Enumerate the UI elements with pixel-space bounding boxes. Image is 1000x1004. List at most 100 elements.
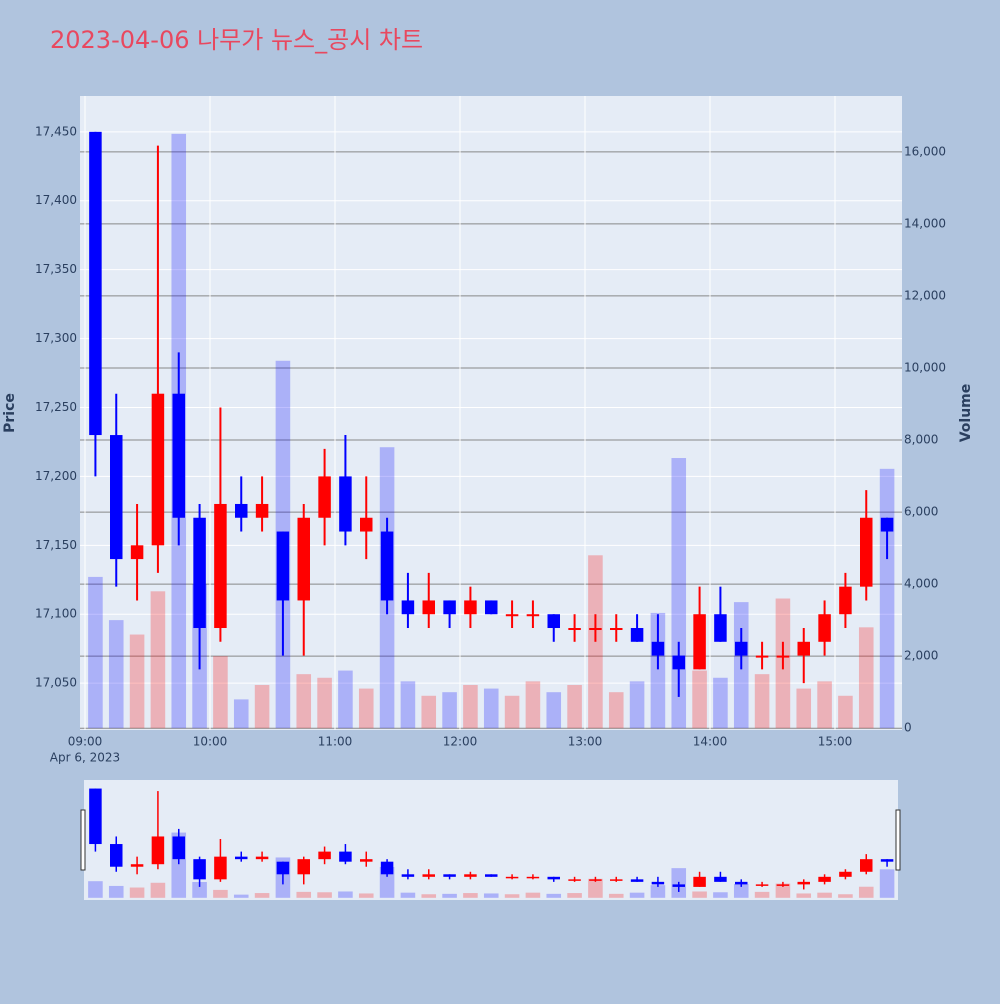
slider-volume-bar bbox=[838, 894, 853, 898]
candle-body bbox=[255, 503, 269, 518]
slider-candle-body bbox=[443, 874, 456, 877]
range-handle[interactable] bbox=[895, 809, 901, 871]
slider-volume-bar bbox=[608, 893, 624, 898]
slider-candle-body bbox=[589, 879, 602, 881]
candle-body bbox=[568, 628, 581, 631]
slider-volume-bar bbox=[713, 892, 728, 898]
slider-candle-body bbox=[485, 874, 498, 877]
volume-bar bbox=[504, 695, 520, 729]
candle-body bbox=[714, 614, 727, 642]
slider-volume-bar bbox=[254, 893, 270, 898]
slider-candle-body bbox=[860, 859, 873, 872]
x-tick-label: 14:00 bbox=[693, 735, 728, 749]
volume-bar bbox=[629, 681, 645, 729]
slider-volume-bar bbox=[379, 866, 395, 898]
slider-candle-body bbox=[672, 884, 685, 887]
slider-candle-body bbox=[776, 884, 790, 886]
slider-volume-bar bbox=[525, 892, 541, 898]
slider-volume-bar bbox=[129, 887, 145, 898]
slider-volume-bar bbox=[400, 892, 416, 898]
volume-bar bbox=[463, 684, 478, 729]
slider-volume-bar bbox=[504, 894, 520, 898]
candle-body bbox=[880, 517, 894, 532]
candle-body bbox=[589, 628, 602, 631]
slider-candle-body bbox=[380, 861, 394, 875]
slider-volume-bar bbox=[108, 885, 124, 898]
slider-candle-body bbox=[172, 836, 185, 860]
volume-bar bbox=[858, 627, 874, 729]
slider-volume-bar bbox=[150, 882, 166, 898]
volume-bar bbox=[108, 620, 124, 729]
slider-volume-bar bbox=[338, 891, 353, 898]
slider-volume-bar bbox=[296, 891, 312, 898]
y-tick-label: 17,250 bbox=[35, 400, 77, 414]
slider-volume-bar bbox=[629, 892, 645, 898]
slider-volume-bar bbox=[650, 885, 666, 898]
candle-body bbox=[360, 517, 373, 532]
x-tick-label: 09:00 bbox=[68, 735, 103, 749]
chart-title: 2023-04-06 나무가 뉴스_공시 차트 bbox=[50, 26, 423, 54]
slider-volume-bar bbox=[358, 893, 374, 898]
volume-bar bbox=[317, 677, 332, 729]
volume-bar bbox=[838, 695, 853, 729]
slider-candle-body bbox=[755, 884, 769, 886]
volume-bar bbox=[296, 674, 312, 729]
candle-body bbox=[797, 641, 810, 656]
candle-body bbox=[110, 435, 123, 560]
slider-volume-bar bbox=[546, 893, 562, 898]
slider-volume-bar bbox=[858, 886, 874, 898]
candle-body bbox=[839, 586, 852, 615]
volume-bar bbox=[713, 677, 728, 729]
candle-body bbox=[651, 641, 665, 656]
y2-tick-label: 12,000 bbox=[904, 288, 946, 302]
slider-volume-bar bbox=[817, 892, 832, 898]
y-axis-title: Price bbox=[2, 393, 18, 433]
candle-body bbox=[755, 655, 769, 658]
volume-bar bbox=[879, 468, 895, 729]
slider-candle-body bbox=[651, 881, 665, 885]
volume-bar bbox=[754, 674, 770, 729]
volume-bar bbox=[254, 684, 270, 729]
volume-bar bbox=[421, 695, 437, 729]
slider-candle-body bbox=[735, 881, 748, 885]
range-handle[interactable] bbox=[80, 809, 86, 871]
candle-body bbox=[214, 503, 227, 629]
candle-body bbox=[672, 655, 685, 670]
slider-candle-body bbox=[255, 856, 269, 860]
candle-body bbox=[339, 476, 352, 532]
slider-volume-bar bbox=[879, 869, 895, 898]
slider-candle-body bbox=[214, 856, 227, 880]
slider-volume-bar bbox=[483, 893, 499, 898]
y-tick-label: 17,200 bbox=[35, 469, 77, 483]
y2-tick-label: 2,000 bbox=[904, 649, 938, 663]
y2-axis-title: Volume bbox=[958, 384, 974, 443]
slider-candle-body bbox=[464, 874, 477, 877]
slider-candle-body bbox=[880, 859, 894, 862]
y-tick-label: 17,350 bbox=[35, 262, 77, 276]
y-tick-label: 17,150 bbox=[35, 538, 77, 552]
slider-candle-body bbox=[235, 856, 248, 860]
x-tick-label: 15:00 bbox=[818, 735, 853, 749]
candle-body bbox=[297, 517, 310, 601]
volume-bar bbox=[546, 692, 562, 729]
slider-candle-body bbox=[610, 879, 623, 881]
candle-body bbox=[735, 641, 748, 656]
slider-candle-body bbox=[505, 876, 519, 879]
slider-volume-bar bbox=[192, 881, 207, 898]
volume-bar bbox=[483, 688, 499, 729]
candle-body bbox=[235, 503, 248, 518]
candle-body bbox=[422, 600, 435, 615]
volume-bar bbox=[233, 699, 249, 729]
slider-volume-bar bbox=[754, 891, 770, 898]
candle-body bbox=[505, 614, 519, 617]
slider-candle-body bbox=[547, 876, 560, 880]
volume-bar bbox=[692, 670, 707, 729]
slider-candle-body bbox=[818, 876, 831, 882]
slider-candle-body bbox=[839, 871, 852, 877]
slider-candle-body bbox=[193, 859, 206, 880]
slider-volume-bar bbox=[775, 883, 791, 898]
volume-bar bbox=[150, 591, 166, 729]
volume-bar bbox=[338, 670, 353, 729]
slider-volume-bar bbox=[442, 893, 457, 898]
